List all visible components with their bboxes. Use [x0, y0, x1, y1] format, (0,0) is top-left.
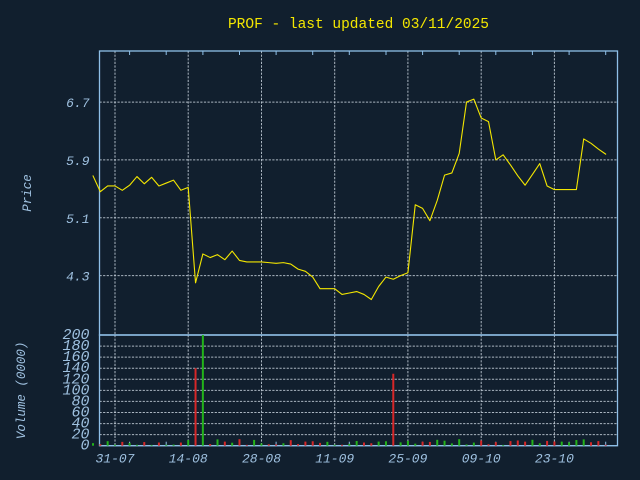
svg-text:14-08: 14-08	[169, 452, 208, 467]
svg-text:6.7: 6.7	[66, 96, 90, 111]
svg-text:200: 200	[62, 327, 89, 344]
svg-text:23-10: 23-10	[535, 452, 574, 467]
svg-text:25-09: 25-09	[388, 452, 427, 467]
svg-text:4.3: 4.3	[66, 270, 90, 285]
svg-text:28-08: 28-08	[242, 452, 281, 467]
svg-text:5.9: 5.9	[66, 154, 90, 169]
svg-text:11-09: 11-09	[315, 452, 354, 467]
svg-text:09-10: 09-10	[462, 452, 501, 467]
svg-text:31-07: 31-07	[95, 452, 134, 467]
svg-text:Price: Price	[21, 174, 35, 212]
svg-text:5.1: 5.1	[66, 212, 89, 227]
svg-text:Volume (0000): Volume (0000)	[15, 342, 29, 440]
svg-text:PROF - last updated 03/11/2025: PROF - last updated 03/11/2025	[228, 17, 489, 33]
